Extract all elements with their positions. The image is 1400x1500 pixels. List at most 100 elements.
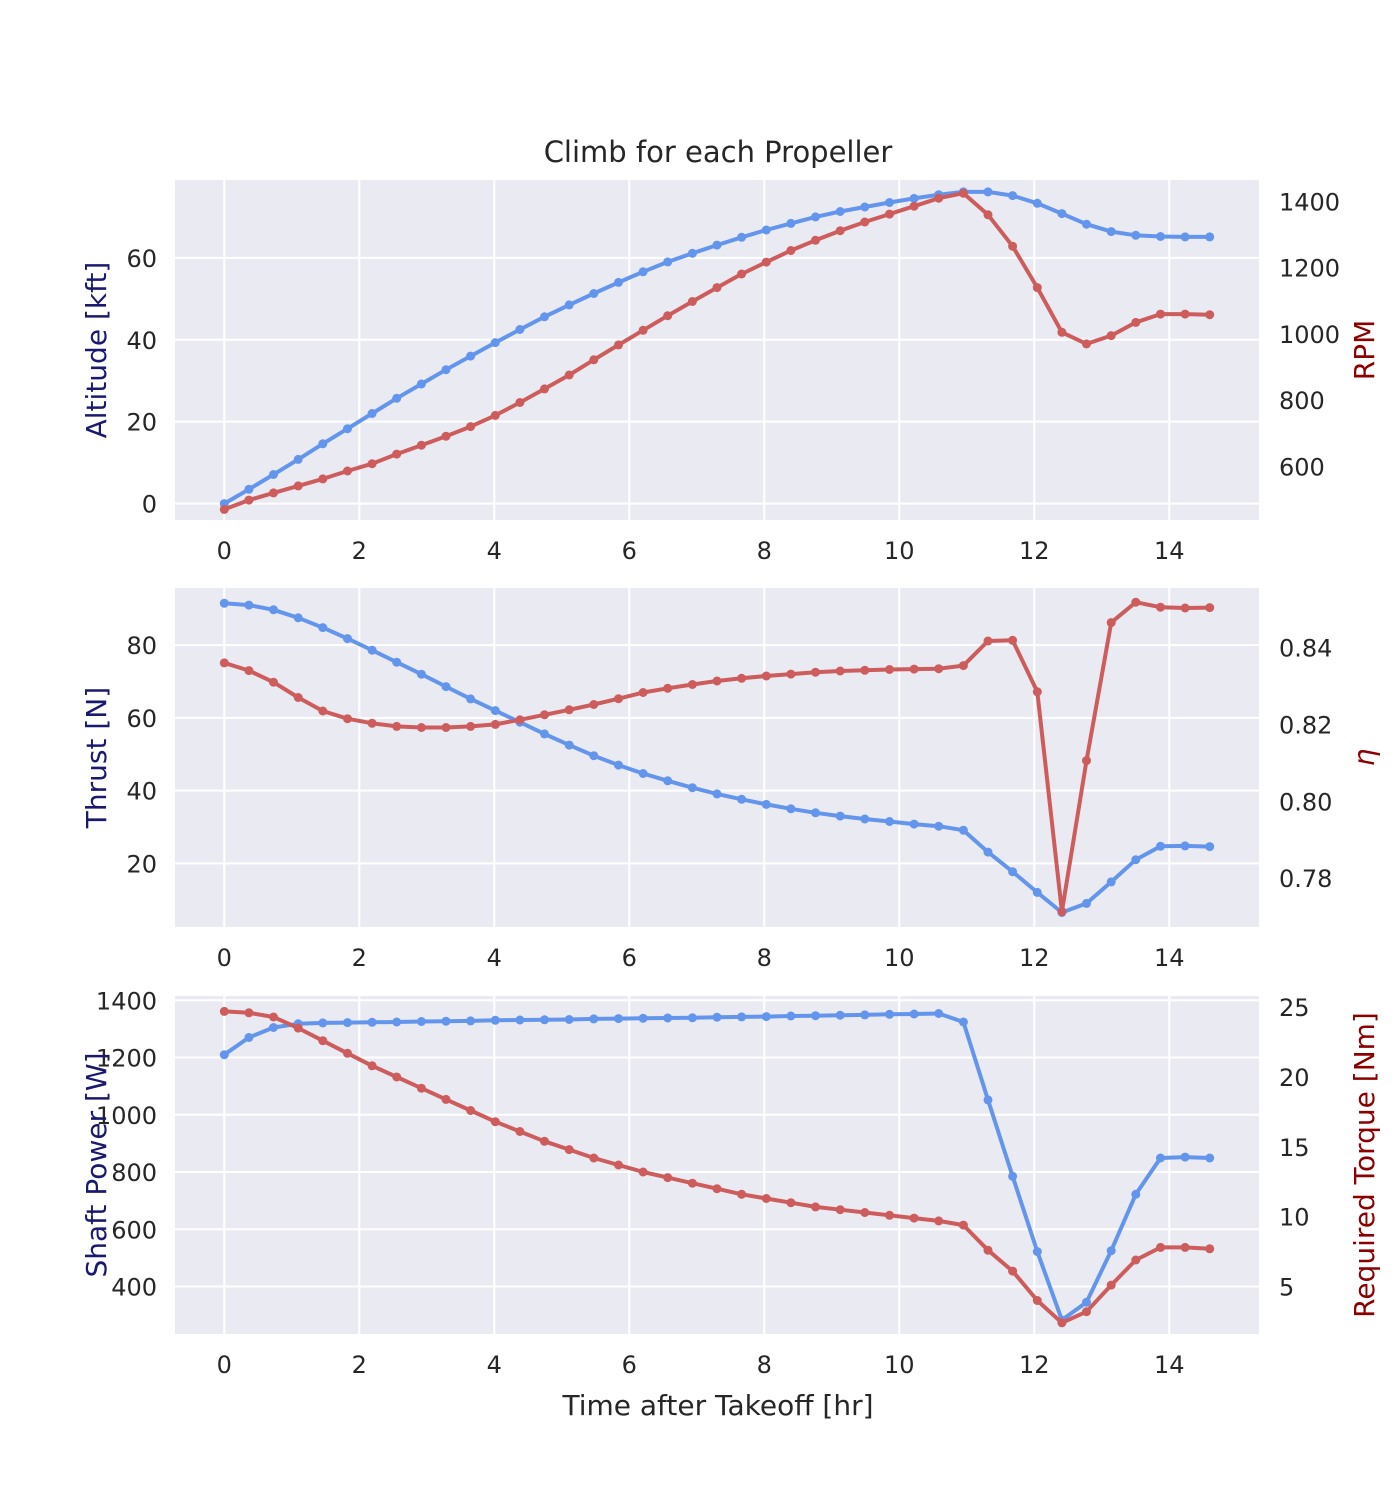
right-series-point (761, 671, 771, 681)
left-series-point (343, 1018, 352, 1028)
right-series-point (1032, 687, 1042, 697)
right-y-tick-label: 0.84 (1279, 635, 1332, 663)
right-series-point (737, 1189, 747, 1199)
left-series-point (885, 1009, 894, 1019)
left-series-point (835, 811, 845, 821)
x-tick-label: 8 (757, 944, 772, 972)
left-series-point (712, 789, 722, 799)
left-y-axis-label: Altitude [kft] (80, 262, 113, 439)
left-series-point (1008, 867, 1018, 877)
x-tick-label: 12 (1019, 537, 1050, 565)
right-series-point (318, 706, 328, 716)
left-series-point (663, 257, 673, 267)
left-series-point (958, 1017, 968, 1027)
left-series-point (1180, 841, 1190, 851)
right-series-point (663, 1173, 673, 1183)
left-series-point (663, 1013, 673, 1023)
right-series-point (466, 1106, 476, 1115)
left-series-point (1032, 887, 1042, 897)
left-series-point (589, 289, 599, 298)
right-series-point (983, 210, 993, 220)
right-series-point (1032, 1296, 1042, 1305)
right-series-point (540, 1136, 549, 1146)
right-series-point (564, 370, 574, 380)
left-series-point (614, 1014, 623, 1024)
right-series-point (885, 209, 894, 219)
right-series-point (737, 673, 747, 683)
left-series-point (392, 657, 402, 667)
x-tick-label: 0 (217, 944, 232, 972)
left-y-tick-label: 20 (126, 409, 157, 437)
left-series-point (1008, 191, 1018, 201)
left-series-point (1205, 842, 1215, 852)
left-series-point (269, 605, 278, 615)
left-series-point (1106, 227, 1116, 237)
left-series-point (737, 1012, 747, 1022)
left-series-point (1057, 209, 1067, 219)
left-series-point (1156, 1153, 1165, 1163)
x-tick-label: 2 (352, 944, 367, 972)
right-series-point (1131, 597, 1141, 607)
right-series-point (392, 721, 402, 731)
right-series-point (737, 269, 747, 279)
right-series-point (318, 1036, 328, 1046)
left-series-point (712, 240, 722, 250)
left-series-point (318, 439, 328, 449)
left-series-point (1032, 198, 1042, 208)
panel-background (175, 180, 1259, 520)
x-tick-label: 14 (1154, 537, 1185, 565)
left-series-point (589, 751, 599, 761)
left-y-tick-label: 600 (111, 1216, 157, 1244)
panel-1: 0 2 4 6 8 10 12 14 0 20 40 60 600 800 1000 1200 1400 Alti… (80, 180, 1381, 565)
right-series-point (515, 1127, 525, 1136)
right-series-point (1008, 1266, 1018, 1276)
left-series-point (343, 424, 352, 434)
right-series-point (934, 1216, 944, 1226)
x-tick-label: 12 (1019, 944, 1050, 972)
right-series-point (835, 226, 845, 236)
x-tick-label: 6 (622, 944, 637, 972)
right-series-point (466, 422, 476, 432)
right-series-point (1180, 309, 1190, 319)
left-series-point (909, 819, 919, 829)
x-tick-label: 0 (217, 1351, 232, 1379)
right-series-point (367, 718, 377, 728)
right-series-point (1082, 756, 1091, 766)
right-y-tick-label: 15 (1279, 1134, 1310, 1162)
right-y-tick-label: 1000 (1279, 321, 1340, 349)
left-y-tick-label: 1000 (96, 1102, 157, 1130)
right-series-point (1205, 1244, 1215, 1254)
right-y-tick-label: 1200 (1279, 255, 1340, 283)
right-series-point (712, 1184, 722, 1194)
x-tick-label: 0 (217, 537, 232, 565)
right-series-point (909, 201, 919, 211)
right-series-point (441, 723, 451, 732)
left-series-point (614, 277, 623, 287)
left-series-point (860, 202, 870, 212)
left-series-point (712, 1012, 722, 1022)
left-series-point (1180, 1152, 1190, 1162)
left-series-point (786, 218, 796, 228)
left-series-point (885, 198, 894, 207)
right-series-point (244, 1008, 254, 1018)
right-y-axis-label: η (1348, 749, 1381, 767)
x-tick-label: 14 (1154, 944, 1185, 972)
right-series-point (663, 311, 673, 321)
right-series-point (885, 1210, 894, 1220)
left-series-point (515, 325, 525, 334)
x-axis-label: Time after Takeoff [hr] (561, 1389, 873, 1422)
right-series-point (540, 384, 549, 394)
left-y-tick-label: 60 (126, 245, 157, 273)
left-series-point (540, 312, 549, 322)
left-series-point (1156, 232, 1165, 241)
x-tick-label: 2 (352, 537, 367, 565)
right-series-point (687, 1178, 697, 1188)
left-series-point (860, 814, 870, 824)
left-series-point (219, 598, 229, 608)
right-series-point (589, 700, 599, 709)
right-series-point (1156, 1242, 1165, 1252)
left-series-point (490, 706, 500, 716)
right-y-tick-label: 25 (1279, 994, 1310, 1022)
right-series-point (786, 1198, 796, 1208)
right-y-tick-label: 0.80 (1279, 788, 1332, 816)
